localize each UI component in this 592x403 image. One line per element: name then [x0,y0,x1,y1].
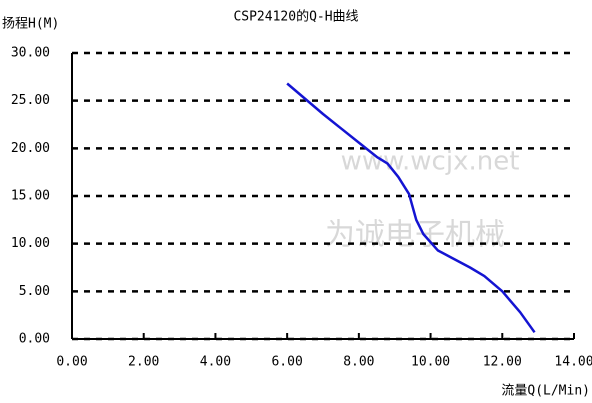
x-tick-label: 0.00 [56,355,87,370]
x-tick-label: 12.00 [483,355,522,370]
x-tick-label: 2.00 [128,355,159,370]
x-axis-label: 流量Q(L/Min) [501,384,590,399]
y-tick-label: 5.00 [19,284,50,299]
y-tick-label: 0.00 [19,332,50,347]
x-tick-label: 10.00 [411,355,450,370]
y-tick-label: 25.00 [11,93,50,108]
y-tick-label: 10.00 [11,236,50,251]
y-tick-label: 20.00 [11,141,50,156]
watermark: 为诚电子机械 [325,218,505,253]
y-tick-label: 30.00 [11,46,50,61]
y-tick-label: 15.00 [11,189,50,204]
y-axis-label: 扬程H(M) [2,17,59,32]
chart-title: CSP24120的Q-H曲线 [233,9,358,25]
x-tick-label: 4.00 [200,355,231,370]
x-tick-label: 14.00 [554,355,592,370]
x-tick-label: 8.00 [343,355,374,370]
curve [286,82,536,334]
x-tick-label: 6.00 [271,355,302,370]
